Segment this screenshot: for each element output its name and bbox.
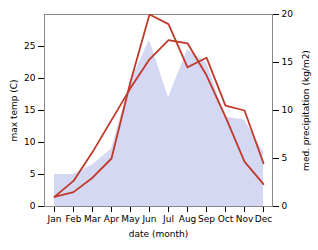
svg-text:Jan: Jan — [47, 214, 62, 224]
svg-text:0: 0 — [282, 201, 288, 211]
svg-text:10: 10 — [282, 105, 294, 115]
svg-text:Mar: Mar — [84, 214, 101, 224]
svg-text:5: 5 — [30, 169, 36, 179]
svg-text:15: 15 — [282, 57, 293, 67]
svg-text:25: 25 — [24, 41, 35, 51]
svg-text:0: 0 — [30, 201, 36, 211]
svg-text:Oct: Oct — [218, 214, 234, 224]
svg-text:Apr: Apr — [104, 214, 120, 224]
svg-text:Jul: Jul — [162, 214, 174, 224]
svg-text:20: 20 — [282, 9, 294, 19]
svg-text:10: 10 — [24, 137, 36, 147]
svg-text:Dec: Dec — [255, 214, 272, 224]
svg-text:Nov: Nov — [236, 214, 254, 224]
svg-text:Feb: Feb — [66, 214, 82, 224]
svg-text:May: May — [121, 214, 140, 224]
svg-text:5: 5 — [282, 153, 288, 163]
svg-text:Sep: Sep — [198, 214, 215, 224]
svg-text:med. precipitation (kg/m2): med. precipitation (kg/m2) — [301, 50, 311, 171]
svg-text:Jun: Jun — [141, 214, 156, 224]
svg-text:max temp (C): max temp (C) — [9, 79, 19, 141]
svg-text:20: 20 — [24, 73, 36, 83]
svg-text:Aug: Aug — [179, 214, 197, 224]
svg-text:15: 15 — [24, 105, 35, 115]
svg-text:date (month): date (month) — [129, 229, 188, 239]
